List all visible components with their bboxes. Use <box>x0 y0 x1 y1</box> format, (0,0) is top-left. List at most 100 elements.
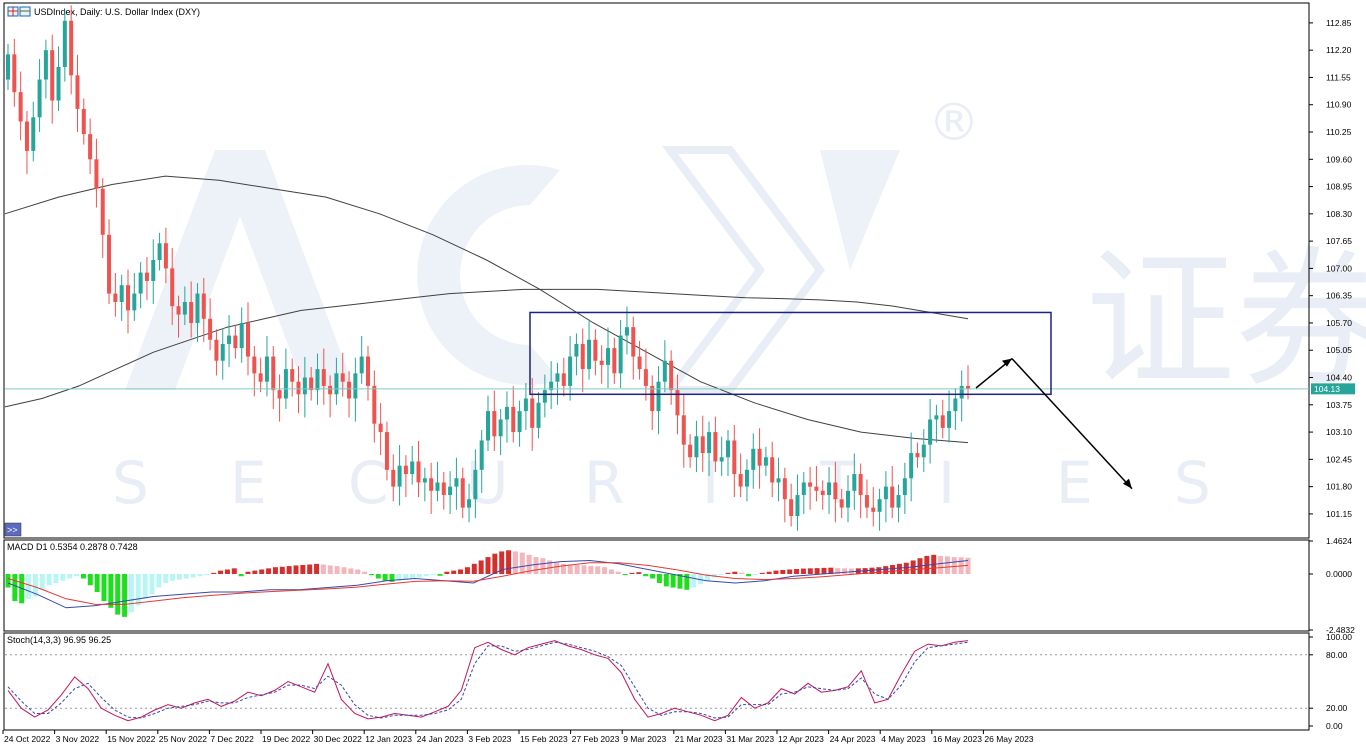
candle-body <box>662 360 667 382</box>
macd-histogram-bar <box>300 564 306 574</box>
time-tick-label: 16 May 2023 <box>933 734 982 744</box>
macd-histogram-bar <box>739 572 745 574</box>
price-tick-label: 106.35 <box>1326 291 1352 301</box>
candle-body <box>233 335 238 349</box>
candle-body <box>650 385 655 412</box>
candle-body <box>460 478 465 508</box>
macd-histogram-bar <box>341 567 347 574</box>
macd-histogram-bar <box>32 573 38 597</box>
candle-body <box>517 411 522 433</box>
time-tick-label: 9 Mar 2023 <box>623 734 666 744</box>
candle-body <box>624 327 629 336</box>
macd-line <box>7 559 969 609</box>
macd-histogram-bar <box>94 573 100 593</box>
macd-histogram-bar <box>464 567 470 574</box>
macd-histogram-bar <box>643 573 649 577</box>
macd-histogram-bar <box>574 564 580 574</box>
candle-body <box>75 75 80 109</box>
chart-grid-icon[interactable] <box>7 6 31 17</box>
candle-body <box>814 486 819 491</box>
candle-body <box>719 457 724 462</box>
expand-button[interactable]: >> <box>4 522 22 537</box>
macd-histogram-bar <box>492 553 498 574</box>
candle-body <box>208 318 213 340</box>
annotation-overlay[interactable] <box>529 311 1133 490</box>
candle-body <box>801 482 806 496</box>
time-tick-label: 7 Dec 2022 <box>210 734 254 744</box>
time-tick-label: 15 Feb 2023 <box>520 734 568 744</box>
candle-body <box>151 260 156 281</box>
macd-histogram-bar <box>355 569 361 574</box>
candle-body <box>782 478 787 500</box>
candle-body <box>378 423 383 433</box>
candle-body <box>744 469 749 487</box>
watermark-letter: C <box>348 449 391 517</box>
time-tick-label: 24 Apr 2023 <box>830 734 876 744</box>
macd-histogram-bar <box>773 570 779 574</box>
macd-histogram-bar <box>190 573 196 578</box>
candle-body <box>220 343 225 361</box>
macd-histogram-bar <box>890 564 896 574</box>
macd-histogram-bar <box>156 573 162 588</box>
price-axis: 112.85 112.20 111.55 110.90 110.25 109.60 108.… <box>1309 18 1352 519</box>
candle-body <box>606 348 610 365</box>
macd-histogram-bar <box>656 573 662 584</box>
candle-body <box>321 369 326 386</box>
candle-body <box>366 356 370 386</box>
price-tick-label: 101.15 <box>1326 509 1352 519</box>
price-tick-label: 107.65 <box>1326 236 1352 246</box>
macd-histogram-bar <box>314 563 320 574</box>
candle-body <box>246 322 250 357</box>
macd-histogram-bar <box>540 558 546 574</box>
price-tick-label: 103.75 <box>1326 400 1352 410</box>
macd-histogram-bar <box>752 573 758 576</box>
macd-histogram-bar <box>389 573 395 582</box>
macd-histogram-bar <box>554 562 560 574</box>
macd-histogram-bar <box>101 573 107 602</box>
macd-histogram-bar <box>67 573 73 579</box>
macd-histogram-bar <box>46 573 52 586</box>
macd-histogram-bar <box>224 569 230 574</box>
macd-histogram-bar <box>821 567 827 574</box>
candle-body <box>264 356 269 382</box>
macd-histogram-bar <box>176 573 182 580</box>
time-tick-label: 15 Nov 2022 <box>107 734 155 744</box>
expand-button-label: >> <box>7 525 18 535</box>
macd-histogram-bar <box>835 568 841 574</box>
macd-histogram-bar <box>327 565 333 574</box>
time-tick-label: 21 Mar 2023 <box>675 734 723 744</box>
time-tick-label: 24 Oct 2022 <box>4 734 51 744</box>
macd-histogram-bar <box>663 573 669 587</box>
candle-body <box>448 486 453 496</box>
candle-body <box>309 377 314 391</box>
candle-body <box>612 348 617 374</box>
candle-body <box>694 436 699 458</box>
stoch-tick-label: 100.00 <box>1326 632 1352 642</box>
candle-body <box>62 20 67 67</box>
candle-body <box>56 66 61 101</box>
candle-body <box>473 469 478 500</box>
macd-histogram-bar <box>416 573 422 578</box>
macd-histogram-bar <box>375 573 381 579</box>
price-tick-label: 105.70 <box>1326 318 1352 328</box>
stoch-tick-label: 80.00 <box>1326 650 1348 660</box>
macd-histogram-bar <box>650 573 656 579</box>
candle-body <box>12 54 17 93</box>
macd-histogram-bar <box>12 573 18 602</box>
candle-body <box>467 499 472 508</box>
candle-body <box>688 444 693 458</box>
candle-body <box>258 373 263 382</box>
macd-histogram-bar <box>211 572 217 574</box>
watermark-cjk: 证券 <box>1085 234 1366 408</box>
candle-body <box>820 490 825 496</box>
macd-histogram-bar <box>506 550 512 574</box>
candle-body <box>372 385 377 424</box>
price-tick-label: 105.05 <box>1326 345 1352 355</box>
candle-body <box>94 159 99 189</box>
macd-histogram-bar <box>430 573 436 576</box>
price-tick-label: 104.40 <box>1326 373 1352 383</box>
watermark-logo-shape <box>125 146 900 394</box>
candle-body <box>195 293 200 323</box>
candle-body <box>631 327 636 357</box>
macd-histogram-bar <box>128 573 134 613</box>
